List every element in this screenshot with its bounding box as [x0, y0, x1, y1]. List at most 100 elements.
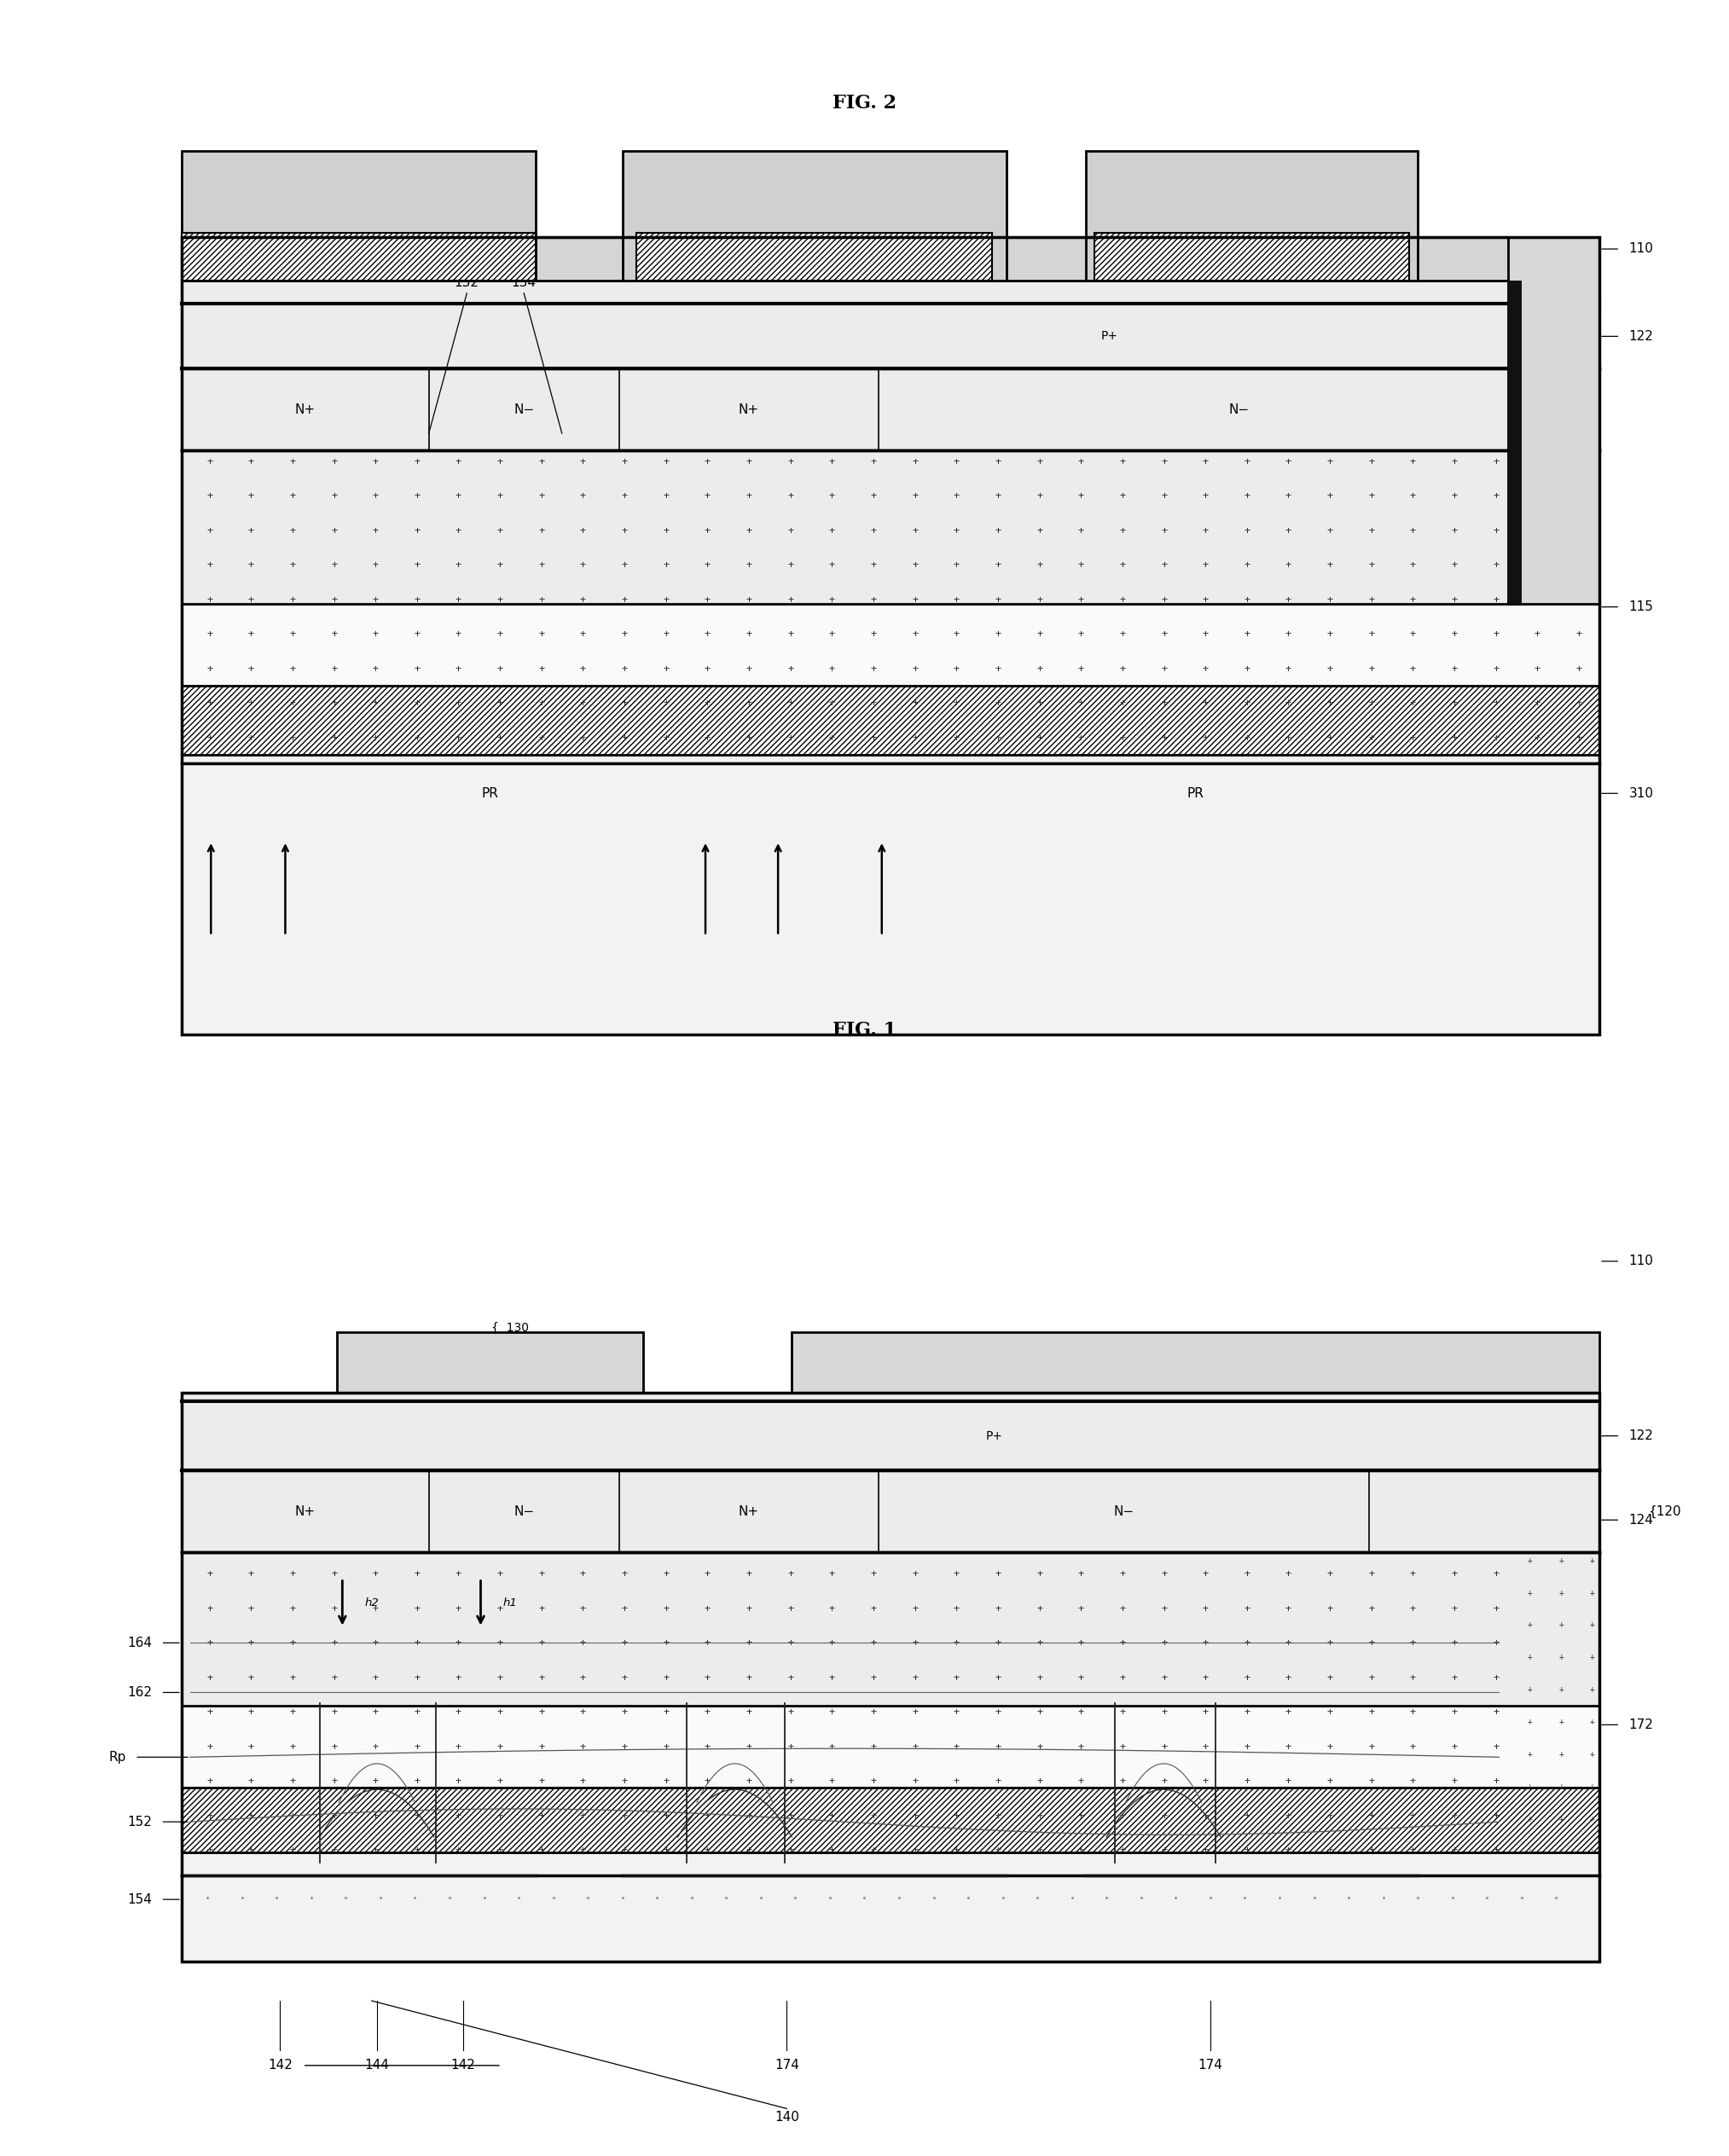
Text: +: + [1077, 1570, 1084, 1580]
Text: +: + [496, 595, 503, 606]
Text: +: + [372, 492, 379, 502]
Text: 124: 124 [1629, 1514, 1653, 1526]
Text: +: + [911, 561, 918, 571]
Bar [636, 233, 992, 280]
Text: +: + [1077, 1639, 1084, 1649]
Text: +: + [1160, 595, 1167, 606]
Text: +: + [496, 1777, 503, 1787]
Text: +: + [289, 1639, 296, 1649]
Text: +: + [496, 492, 503, 502]
Text: +: + [1558, 1848, 1563, 1856]
Text: +: + [206, 1604, 213, 1615]
Text: +: + [1243, 561, 1250, 571]
Text: +: + [662, 1846, 669, 1856]
Text: +: + [330, 526, 337, 537]
Text: +: + [538, 630, 545, 640]
Text: +: + [538, 457, 545, 468]
Text: +: + [1036, 1846, 1043, 1856]
Text: +: + [455, 1846, 462, 1856]
Text: h1: h1 [503, 1598, 517, 1608]
Text: +: + [828, 1673, 835, 1684]
Text: +: + [621, 1639, 628, 1649]
Text: +: + [496, 664, 503, 675]
Text: +: + [662, 1708, 669, 1718]
Text: +: + [745, 1846, 752, 1856]
Text: 162: 162 [128, 1686, 152, 1699]
Text: +: + [289, 1673, 296, 1684]
Text: +: + [953, 1708, 960, 1718]
Text: +: + [413, 526, 420, 537]
Text: +: + [289, 1811, 296, 1822]
Text: +: + [496, 561, 503, 571]
Text: +: + [662, 630, 669, 640]
Text: +: + [1589, 1654, 1594, 1662]
Text: 152: 152 [128, 1815, 152, 1828]
Text: +: + [1368, 1708, 1375, 1718]
Text: +: + [662, 1811, 669, 1822]
Text: +: + [745, 1570, 752, 1580]
Text: +: + [745, 630, 752, 640]
Text: +: + [330, 630, 337, 640]
Text: +: + [1077, 526, 1084, 537]
Text: +: + [1243, 664, 1250, 675]
Text: +: + [1451, 1673, 1458, 1684]
Text: +: + [1202, 561, 1209, 571]
Text: +: + [1368, 1604, 1375, 1615]
Text: Rp: Rp [109, 1751, 126, 1764]
Text: +: + [704, 1639, 711, 1649]
Text: +: + [994, 1639, 1001, 1649]
Text: +: + [662, 492, 669, 502]
Text: +: + [579, 1570, 586, 1580]
Text: +: + [1119, 630, 1126, 640]
Text: +: + [870, 492, 877, 502]
Text: +: + [1558, 1815, 1563, 1824]
Text: +: + [787, 1742, 794, 1753]
Text: h2: h2 [365, 1598, 379, 1608]
Text: +: + [1326, 595, 1333, 606]
Text: +: + [413, 561, 420, 571]
Text: +: + [1285, 457, 1292, 468]
Text: +: + [1451, 492, 1458, 502]
Text: +: + [1036, 699, 1043, 709]
Text: +: + [1202, 1811, 1209, 1822]
Bar [792, 1332, 1599, 1393]
Text: +: + [994, 1570, 1001, 1580]
Text: +: + [828, 492, 835, 502]
Text: +: + [787, 1708, 794, 1718]
Text: +: + [330, 664, 337, 675]
Text: +: + [1036, 595, 1043, 606]
Text: +: + [455, 664, 462, 675]
Bar [182, 237, 1599, 280]
Text: +: + [1451, 1570, 1458, 1580]
Text: +: + [579, 1846, 586, 1856]
Text: +: + [496, 1570, 503, 1580]
Text: +: + [1368, 1777, 1375, 1787]
Text: +: + [1492, 1639, 1499, 1649]
Text: +: + [1409, 1742, 1416, 1753]
Text: +: + [1243, 1673, 1250, 1684]
Text: +: + [1409, 595, 1416, 606]
Text: +: + [704, 595, 711, 606]
Text: +: + [455, 1673, 462, 1684]
Text: +: + [787, 1604, 794, 1615]
Text: +: + [1077, 492, 1084, 502]
Text: +: + [870, 1673, 877, 1684]
Text: +: + [1492, 664, 1499, 675]
Text: +: + [579, 1742, 586, 1753]
Text: +: + [1409, 1777, 1416, 1787]
Text: +: + [330, 1673, 337, 1684]
Text: +: + [1119, 526, 1126, 537]
Text: +: + [1368, 561, 1375, 571]
Text: +: + [953, 1570, 960, 1580]
Text: +: + [994, 630, 1001, 640]
Text: +: + [1160, 561, 1167, 571]
Text: +: + [1036, 1604, 1043, 1615]
Text: +: + [455, 699, 462, 709]
Text: +: + [1036, 630, 1043, 640]
Text: +: + [413, 1708, 420, 1718]
Text: +: + [1492, 699, 1499, 709]
Text: +: + [1285, 1708, 1292, 1718]
Bar [182, 1852, 1599, 1962]
Text: +: + [455, 630, 462, 640]
Text: 174: 174 [1198, 2059, 1222, 2072]
